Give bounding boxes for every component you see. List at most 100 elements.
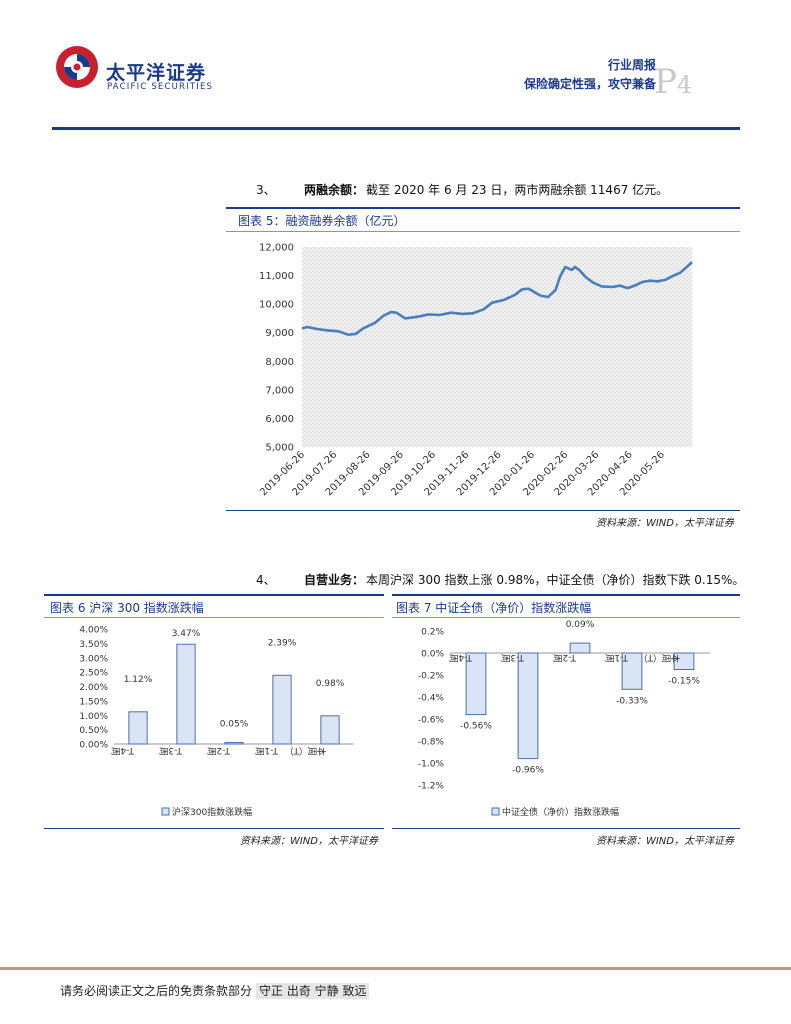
category-label: T-4周 (448, 652, 473, 663)
data-label: 0.05% (220, 720, 249, 730)
y-tick-label: -1.0% (418, 760, 445, 770)
section-number: 4、 (256, 573, 276, 587)
category-label: T-4周 (110, 745, 135, 756)
figure-7-source: 资料来源：WIND，太平洋证券 (595, 836, 734, 847)
data-label: 2.39% (268, 638, 297, 648)
footer: 请务必阅读正文之后的免责条款部分 守正 出奇 宁静 致远 (60, 982, 370, 999)
bar (569, 642, 591, 654)
figure-5-title: 图表 5：融资融券余额（亿元） (238, 214, 406, 228)
category-label: T-3周 (158, 745, 183, 756)
y-tick-label: -0.6% (418, 716, 445, 726)
data-label: 3.47% (172, 629, 201, 639)
legend-swatch (161, 807, 170, 816)
data-label: -0.15% (668, 677, 700, 687)
figure-5-title-rule (226, 231, 740, 232)
category-label: T-3周 (500, 652, 525, 663)
y-tick-label: -0.8% (418, 738, 445, 748)
y-tick-label: -0.2% (418, 672, 445, 682)
footer-divider (0, 967, 791, 970)
category-label: 本周（T） (639, 652, 682, 663)
figure-5-bottom-rule (226, 510, 740, 511)
figure-6-chart: 0.00% 0.50% 1.00% 1.50% 2.00% 2.50% 3.00% 3.50%… (79, 626, 354, 818)
report-subtitle: 保险确定性强，攻守兼备 (523, 77, 656, 91)
page-number: P4 (654, 62, 692, 102)
bar (272, 674, 292, 745)
y-tick-label: 4.00% (79, 626, 108, 636)
y-tick-label: 3.50% (79, 640, 108, 650)
figure-7-bottom-rule (392, 828, 740, 829)
category-label: 本周（T） (285, 745, 328, 756)
y-tick-label: 7,000 (265, 385, 294, 396)
plot-area (302, 247, 692, 447)
y-tick-label: 0.2% (421, 628, 444, 638)
section-number: 3、 (256, 183, 276, 197)
footer-motto: 守正 出奇 宁静 致远 (256, 983, 370, 999)
y-tick-label: 0.0% (421, 650, 444, 660)
figure-5-source: 资料来源：WIND，太平洋证券 (595, 518, 734, 529)
category-label: T-2周 (206, 745, 231, 756)
y-tick-label: 8,000 (265, 357, 294, 368)
data-label: 0.98% (316, 679, 345, 689)
figure-6-title-rule (44, 617, 384, 618)
y-tick-label: 9,000 (265, 328, 294, 339)
bar (673, 652, 695, 670)
legend-swatch (491, 807, 500, 816)
figure-6-title: 图表 6 沪深 300 指数涨跌幅 (50, 601, 204, 615)
bar (465, 652, 487, 716)
figure-6-source: 资料来源：WIND，太平洋证券 (239, 836, 378, 847)
figure-5-top-rule (226, 207, 740, 209)
legend-label: 沪深300指数涨跌幅 (172, 806, 252, 818)
figure-5-chart: 5,000 6,000 7,000 8,000 9,000 10,000 11,000 12,… (258, 243, 693, 498)
y-tick-label: 11,000 (259, 271, 294, 282)
y-tick-label: 12,000 (259, 243, 294, 254)
data-label: -0.56% (460, 722, 492, 732)
y-tick-label: 3.00% (79, 654, 108, 664)
section-3-paragraph: 3、 两融余额： 截至 2020 年 6 月 23 日，两市两融余额 11467 亿… (256, 181, 668, 198)
footer-disclaimer: 请务必阅读正文之后的免责条款部分 (60, 984, 253, 998)
y-tick-label: -1.2% (418, 782, 445, 792)
y-tick-label: 2.00% (79, 683, 108, 693)
header-divider (52, 127, 740, 130)
y-tick-label: 0.00% (79, 741, 108, 751)
data-label: -0.33% (616, 696, 648, 706)
series-line (301, 261, 693, 336)
figure-7-title-rule (392, 617, 740, 618)
section-4-paragraph: 4、 自营业务： 本周沪深 300 指数上涨 0.98%，中证全债（净价）指数下跌 … (256, 571, 744, 588)
bar (621, 652, 643, 690)
section-heading: 两融余额： (304, 183, 365, 197)
data-label: -0.96% (512, 766, 544, 776)
bar (320, 715, 340, 745)
section-text: 本周沪深 300 指数上涨 0.98%，中证全债（净价）指数下跌 0.15%。 (366, 573, 745, 587)
section-heading: 自营业务： (304, 573, 365, 587)
section-text: 截至 2020 年 6 月 23 日，两市两融余额 11467 亿元。 (366, 183, 669, 197)
y-tick-label: 2.50% (79, 669, 108, 679)
brand-name: 太平洋证券 (106, 62, 207, 84)
bar (517, 652, 539, 760)
company-logo (56, 46, 98, 88)
y-tick-label: 1.50% (79, 697, 108, 707)
y-tick-label: 6,000 (265, 414, 294, 425)
figure-7-top-rule (392, 594, 740, 596)
y-tick-label: -0.4% (418, 694, 445, 704)
report-type: 行业周报 (607, 58, 656, 72)
bar (176, 643, 196, 745)
page-letter: P (654, 62, 677, 102)
y-tick-label: 0.50% (79, 726, 108, 736)
y-tick-label: 1.00% (79, 712, 108, 722)
category-label: T-2周 (552, 652, 577, 663)
y-tick-label: 5,000 (265, 443, 294, 454)
brand-name-english: PACIFIC SECURITIES (107, 82, 214, 92)
figure-6-bottom-rule (44, 828, 384, 829)
figure-7-chart: -1.2% -1.0% -0.8% -0.6% -0.4% -0.2% 0.0% 0.2% -0… (418, 620, 710, 818)
figure-6-top-rule (44, 594, 384, 596)
figure-7-title: 图表 7 中证全债（净价）指数涨跌幅 (396, 601, 592, 615)
page-digit: 4 (676, 71, 693, 99)
y-tick-label: 10,000 (259, 300, 294, 311)
category-label: T-1周 (254, 745, 279, 756)
legend-label: 中证全债（净价）指数涨跌幅 (502, 806, 619, 818)
bar (224, 742, 244, 745)
category-label: T-1周 (604, 652, 629, 663)
data-label: 1.12% (124, 675, 153, 685)
bar (128, 711, 148, 745)
data-label: 0.09% (566, 620, 595, 630)
